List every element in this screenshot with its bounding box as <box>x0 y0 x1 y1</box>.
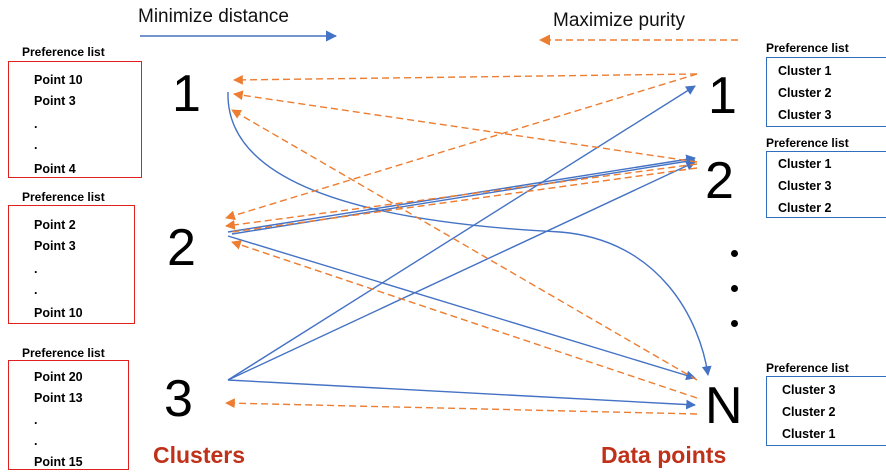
pref-item: Point 4 <box>34 162 76 176</box>
data-point-2-node: 2 <box>705 152 734 210</box>
cluster-3-preference-title: Preference list <box>22 346 105 360</box>
pref-item: Cluster 1 <box>778 157 832 171</box>
pref-item: . <box>34 262 38 276</box>
edge-point2-to-cluster2-b <box>231 167 698 233</box>
edge-cluster1-to-pointN <box>227 91 712 376</box>
cluster-1-preference-title: Preference list <box>22 45 105 59</box>
data-point-n-preference-title: Preference list <box>766 361 849 375</box>
edge-pointN-to-cluster3 <box>225 398 698 415</box>
edge-point1-to-cluster1 <box>233 73 698 85</box>
edge-cluster3-to-point2 <box>227 161 696 381</box>
pref-item: Point 20 <box>34 370 83 384</box>
pref-item: Cluster 1 <box>778 64 832 78</box>
minimize-distance-heading: Minimize distance <box>138 6 289 27</box>
edge-pointN-to-cluster2 <box>231 240 698 399</box>
cluster-3-preference-list: Point 20 Point 13 . . Point 15 <box>8 360 129 470</box>
maximize-purity-heading: Maximize purity <box>553 10 685 31</box>
pref-item: Cluster 2 <box>778 86 832 100</box>
data-point-1-preference-title: Preference list <box>766 41 849 55</box>
data-point-n-preference-list: Cluster 3 Cluster 2 Cluster 1 <box>766 376 886 446</box>
pref-item: . <box>34 413 38 427</box>
data-point-2-preference-title: Preference list <box>766 136 849 150</box>
data-point-1-preference-list: Cluster 1 Cluster 2 Cluster 3 <box>766 57 886 127</box>
pref-item: . <box>34 283 38 297</box>
edge-point2-to-cluster1 <box>233 90 698 163</box>
cluster-1-node: 1 <box>172 65 201 123</box>
data-point-1-node: 1 <box>708 67 737 125</box>
cluster-2-preference-list: Point 2 Point 3 . . Point 10 <box>8 205 135 324</box>
edge-point1-to-cluster2 <box>225 73 698 221</box>
edge-point2-to-cluster2-a <box>225 163 698 230</box>
edge-cluster3-to-point1 <box>227 85 696 381</box>
ellipsis-dots <box>731 250 738 355</box>
pref-item: . <box>34 117 38 131</box>
pref-item: Point 10 <box>34 73 83 87</box>
pref-item: Cluster 3 <box>778 108 832 122</box>
pref-item: Cluster 3 <box>782 383 836 397</box>
dot <box>731 250 738 257</box>
cluster-3-node: 3 <box>164 370 193 428</box>
cluster-2-preference-title: Preference list <box>22 190 105 204</box>
pref-item: Point 2 <box>34 218 76 232</box>
data-point-2-preference-list: Cluster 1 Cluster 3 Cluster 2 <box>766 151 886 218</box>
dot <box>731 285 738 292</box>
edge-cluster2-to-pointN <box>227 235 696 381</box>
clusters-label: Clusters <box>153 442 246 468</box>
pref-item: Point 3 <box>34 239 76 253</box>
pref-item: Point 13 <box>34 391 83 405</box>
pref-item: . <box>34 138 38 152</box>
pref-item: Point 10 <box>34 306 83 320</box>
pref-item: Point 15 <box>34 455 83 469</box>
cluster-1-preference-list: Point 10 Point 3 . . Point 4 <box>8 61 142 178</box>
pref-item: Point 3 <box>34 94 76 108</box>
cluster-2-node: 2 <box>167 219 196 277</box>
pref-item: Cluster 2 <box>778 201 832 215</box>
data-points-label: Data points <box>601 442 727 468</box>
pref-item: Cluster 2 <box>782 405 836 419</box>
edge-cluster3-to-pointN <box>227 379 696 410</box>
pref-item: Cluster 1 <box>782 427 836 441</box>
pref-item: Cluster 3 <box>778 179 832 193</box>
pref-item: . <box>34 434 38 448</box>
data-point-n-node: N <box>705 377 743 435</box>
edge-pointN-to-cluster1 <box>231 109 698 381</box>
dot <box>731 320 738 327</box>
